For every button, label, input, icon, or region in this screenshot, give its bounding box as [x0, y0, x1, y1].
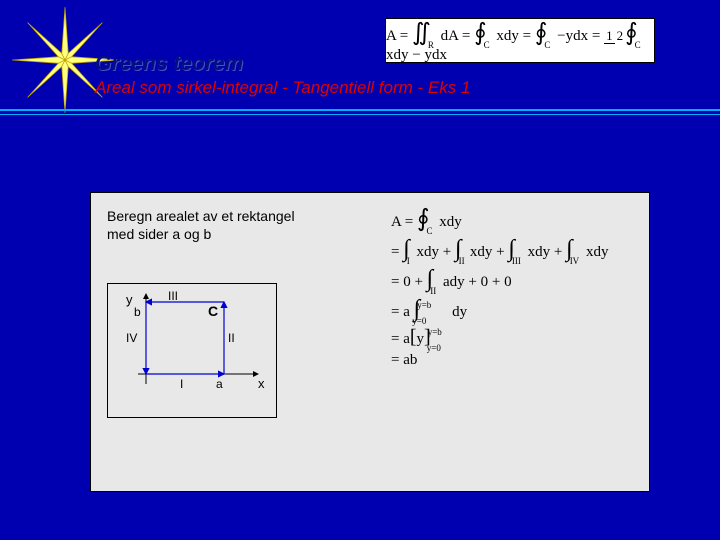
header-formula: A = ∬R dA = ∮C xdy = ∮C −ydx = 12∮C xdy …	[385, 18, 655, 63]
page-subtitle: Areal som sirkel-integral - Tangentiell …	[95, 78, 470, 98]
math-line-5: = a[y]y=by=0	[391, 327, 608, 347]
prompt-line-2: med sider a og b	[107, 226, 211, 242]
label-III: III	[168, 289, 178, 303]
label-II: II	[228, 331, 235, 345]
math-line-6: = ab	[391, 353, 608, 368]
rectangle-diagram: y x b a I II III IV C	[107, 283, 277, 418]
label-IV: IV	[126, 331, 137, 345]
derivation: A = ∮C xdy = ∫I xdy + ∫II xdy + ∫III xdy…	[391, 207, 608, 374]
header-region: Greens teorem Areal som sirkel-integral …	[0, 0, 720, 130]
header-rule	[0, 109, 720, 115]
label-b: b	[134, 305, 141, 319]
label-C: C	[208, 303, 218, 319]
prompt-line-1: Beregn arealet av et rektangel	[107, 208, 295, 224]
label-a: a	[216, 377, 223, 391]
problem-statement: Beregn arealet av et rektangel med sider…	[107, 207, 327, 243]
label-y: y	[126, 292, 133, 307]
content-panel: Beregn arealet av et rektangel med sider…	[90, 192, 650, 492]
math-line-3: = 0 + ∫II ady + 0 + 0	[391, 267, 608, 291]
label-x: x	[258, 376, 265, 391]
math-line-2: = ∫I xdy + ∫II xdy + ∫III xdy + ∫IV xdy	[391, 237, 608, 261]
math-line-4: = a ∫y=by=0 dy	[391, 297, 608, 321]
math-line-1: A = ∮C xdy	[391, 207, 608, 231]
page-title: Greens teorem	[95, 52, 243, 76]
label-I: I	[180, 377, 183, 391]
